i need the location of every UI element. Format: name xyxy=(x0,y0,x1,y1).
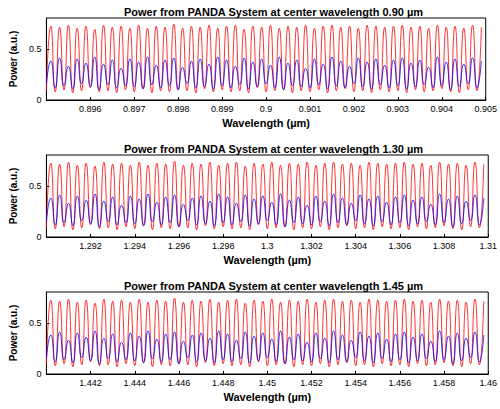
svg-text:1.452: 1.452 xyxy=(300,378,323,388)
svg-text:Power (a.u.): Power (a.u.) xyxy=(8,305,19,362)
svg-text:1.458: 1.458 xyxy=(433,378,456,388)
svg-text:1.3: 1.3 xyxy=(261,241,274,251)
svg-text:0.899: 0.899 xyxy=(211,104,234,114)
svg-text:1.46: 1.46 xyxy=(479,378,497,388)
svg-text:1.294: 1.294 xyxy=(124,241,147,251)
svg-text:0: 0 xyxy=(36,232,41,242)
svg-text:1.306: 1.306 xyxy=(389,241,412,251)
svg-text:0.5: 0.5 xyxy=(29,44,42,54)
svg-text:0.898: 0.898 xyxy=(167,104,190,114)
svg-text:0.5: 0.5 xyxy=(29,181,42,191)
svg-text:0.904: 0.904 xyxy=(431,104,454,114)
svg-text:Wavelength (µm): Wavelength (µm) xyxy=(223,391,311,403)
svg-text:1.442: 1.442 xyxy=(79,378,102,388)
svg-text:1.31: 1.31 xyxy=(479,241,497,251)
svg-text:0.903: 0.903 xyxy=(387,104,410,114)
svg-text:0.896: 0.896 xyxy=(79,104,102,114)
svg-text:Power (a.u.): Power (a.u.) xyxy=(8,31,19,88)
svg-text:Wavelength (µm): Wavelength (µm) xyxy=(222,117,310,129)
svg-text:1.308: 1.308 xyxy=(433,241,456,251)
svg-text:1.448: 1.448 xyxy=(212,378,235,388)
svg-text:Power from PANDA System at cen: Power from PANDA System at center wavele… xyxy=(124,6,423,18)
svg-text:1.302: 1.302 xyxy=(300,241,323,251)
svg-text:1.454: 1.454 xyxy=(344,378,367,388)
svg-text:0.9: 0.9 xyxy=(260,104,273,114)
svg-text:1.304: 1.304 xyxy=(344,241,367,251)
svg-text:1.444: 1.444 xyxy=(124,378,147,388)
svg-text:1.292: 1.292 xyxy=(79,241,102,251)
svg-text:Wavelength (µm): Wavelength (µm) xyxy=(223,254,311,266)
svg-text:1.456: 1.456 xyxy=(389,378,412,388)
svg-text:1.45: 1.45 xyxy=(259,378,277,388)
svg-text:0.902: 0.902 xyxy=(343,104,366,114)
svg-text:0.901: 0.901 xyxy=(299,104,322,114)
svg-text:Power (a.u.): Power (a.u.) xyxy=(8,168,19,225)
svg-text:0.905: 0.905 xyxy=(474,104,497,114)
svg-text:1.446: 1.446 xyxy=(168,378,191,388)
svg-text:1.298: 1.298 xyxy=(212,241,235,251)
svg-text:0: 0 xyxy=(36,95,41,105)
svg-text:Power from PANDA System at cen: Power from PANDA System at center wavele… xyxy=(124,280,423,292)
svg-text:0.5: 0.5 xyxy=(29,318,42,328)
svg-text:Power from PANDA System at cen: Power from PANDA System at center wavele… xyxy=(124,143,423,155)
svg-text:1.296: 1.296 xyxy=(168,241,191,251)
svg-text:0.897: 0.897 xyxy=(123,104,146,114)
svg-text:0: 0 xyxy=(36,369,41,379)
